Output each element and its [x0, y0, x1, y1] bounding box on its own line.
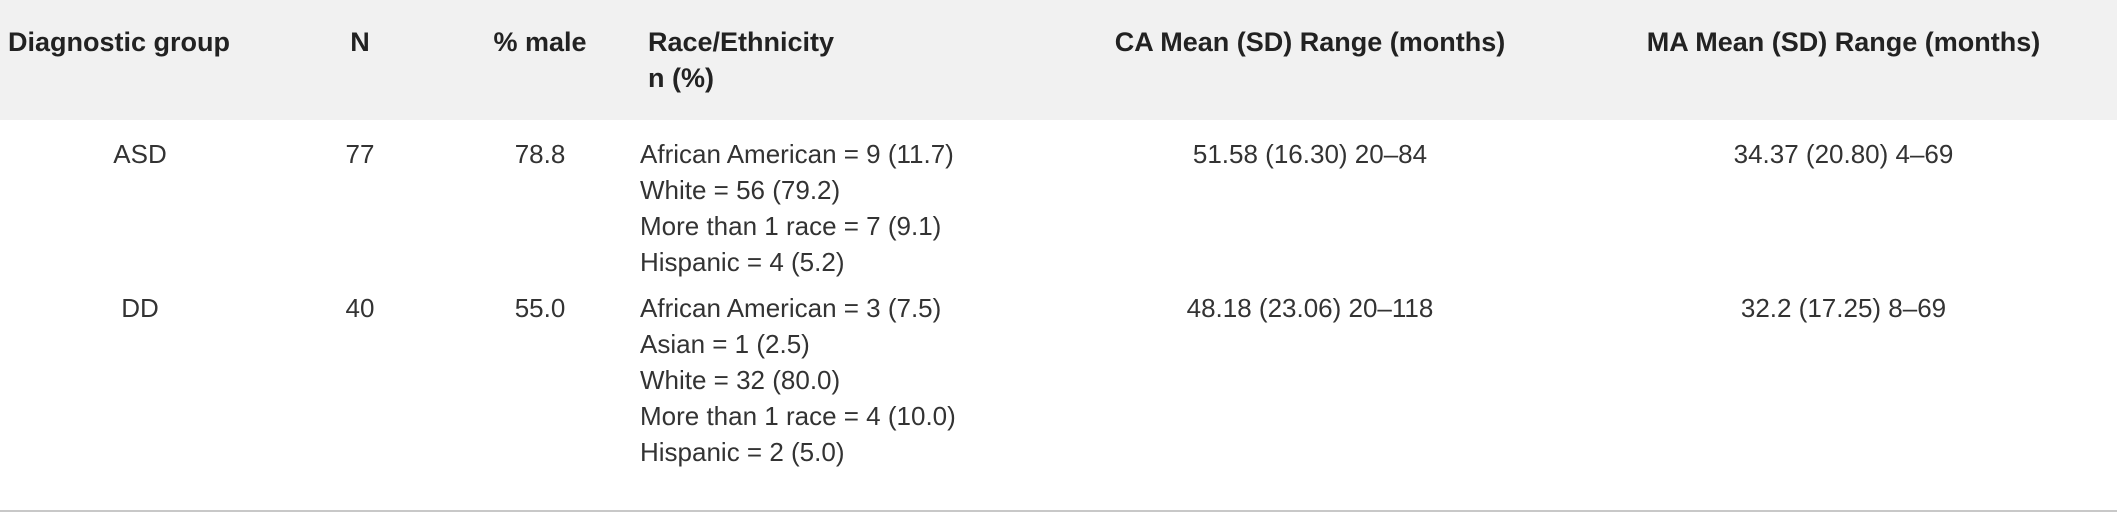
table-bottom-divider: [0, 510, 2117, 512]
race-line: Asian = 1 (2.5): [640, 329, 810, 359]
race-line: White = 56 (79.2): [640, 175, 841, 205]
table-header: Diagnostic group N % male Race/Ethnicity…: [0, 0, 2117, 120]
race-line: More than 1 race = 7 (9.1): [640, 211, 942, 241]
cell-race-ethnicity: African American = 3 (7.5) Asian = 1 (2.…: [640, 290, 1050, 488]
table-body: ASD 77 78.8 African American = 9 (11.7) …: [0, 120, 2117, 488]
race-line: More than 1 race = 4 (10.0): [640, 401, 956, 431]
race-line: Hispanic = 4 (5.2): [640, 247, 845, 277]
race-line: White = 32 (80.0): [640, 365, 841, 395]
race-line: African American = 3 (7.5): [640, 293, 942, 323]
header-row: Diagnostic group N % male Race/Ethnicity…: [0, 0, 2117, 120]
header-n: N: [350, 27, 370, 57]
cell-n: 40: [345, 293, 375, 323]
demographics-table: Diagnostic group N % male Race/Ethnicity…: [0, 0, 2117, 488]
cell-percent-male: 55.0: [514, 293, 566, 323]
race-line: Hispanic = 2 (5.0): [640, 437, 845, 467]
header-race-line-2: n (%): [648, 63, 714, 93]
header-ma: MA Mean (SD) Range (months): [1646, 27, 2041, 57]
cell-ma: 32.2 (17.25) 8–69: [1740, 293, 1947, 323]
header-race-ethnicity: Race/Ethnicity n (%): [640, 0, 1050, 120]
cell-n: 77: [345, 139, 375, 169]
table-row: ASD 77 78.8 African American = 9 (11.7) …: [0, 120, 2117, 290]
cell-group: DD: [121, 293, 159, 323]
cell-ca: 48.18 (23.06) 20–118: [1186, 293, 1434, 323]
cell-percent-male: 78.8: [514, 139, 566, 169]
table-row: DD 40 55.0 African American = 3 (7.5) As…: [0, 290, 2117, 488]
cell-group: ASD: [113, 139, 167, 169]
header-percent-male: % male: [493, 27, 587, 57]
race-line: African American = 9 (11.7): [640, 139, 954, 169]
header-race-line-1: Race/Ethnicity: [648, 27, 835, 57]
cell-ma: 34.37 (20.80) 4–69: [1733, 139, 1954, 169]
cell-race-ethnicity: African American = 9 (11.7) White = 56 (…: [640, 120, 1050, 290]
header-ca: CA Mean (SD) Range (months): [1114, 27, 1506, 57]
header-diagnostic-group: Diagnostic group: [8, 27, 230, 57]
cell-ca: 51.58 (16.30) 20–84: [1192, 139, 1428, 169]
